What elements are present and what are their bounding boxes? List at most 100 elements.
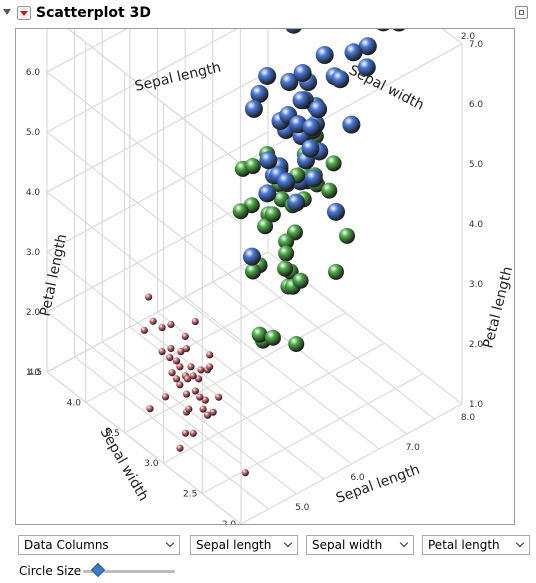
grid-line — [46, 371, 242, 524]
data-point — [158, 347, 166, 356]
panel-title: Scatterplot 3D — [36, 5, 151, 21]
data-point — [302, 118, 321, 137]
tick-label-left-z: 6.0 — [26, 68, 41, 78]
data-point — [167, 344, 175, 353]
data-point — [327, 263, 344, 280]
z-column-label: Petal length — [428, 538, 500, 552]
data-point — [292, 272, 309, 289]
y-column-label: Sepal width — [312, 538, 383, 552]
chevron-down-icon — [399, 538, 409, 548]
data-point — [166, 354, 174, 362]
data-point — [196, 393, 204, 401]
grid-line — [240, 403, 463, 524]
data-point — [206, 351, 214, 359]
plot-frame[interactable]: Sepal length Sepal width Petal length Pe… — [15, 28, 515, 525]
tick-label-right-z: 3.0 — [469, 280, 484, 290]
data-point — [191, 317, 199, 326]
data-point — [315, 46, 334, 65]
data-point — [176, 444, 184, 452]
tick-label-front-x: 5.0 — [295, 503, 310, 513]
data-point — [292, 91, 311, 110]
data-point — [277, 260, 294, 277]
grid-line — [101, 341, 297, 495]
data-point — [146, 405, 154, 413]
data-point — [339, 227, 356, 244]
data-point — [280, 72, 299, 91]
tick-label-right-z: 1.0 — [469, 400, 484, 410]
disclosure-triangle-icon[interactable] — [3, 9, 11, 15]
circle-size-slider-handle[interactable] — [90, 562, 105, 578]
data-point — [182, 390, 191, 398]
tick-label-right-z: 7.0 — [469, 40, 484, 50]
data-point — [140, 326, 148, 334]
pin-icon[interactable] — [515, 6, 528, 19]
data-point — [206, 363, 214, 371]
data-point — [244, 99, 263, 118]
box-edge — [67, 29, 242, 165]
grid-line — [46, 191, 242, 345]
data-point — [185, 405, 193, 413]
grid-line — [184, 296, 380, 450]
data-point — [358, 37, 377, 56]
data-point — [250, 84, 269, 103]
z-column-dropdown[interactable]: Petal length — [422, 535, 530, 555]
y-column-dropdown[interactable]: Sepal width — [306, 535, 414, 555]
data-point — [357, 58, 376, 77]
tick-label-back-y: 2.0 — [461, 32, 476, 42]
data-point — [285, 29, 302, 34]
data-point — [176, 363, 184, 371]
data-point — [187, 363, 195, 371]
tick-label-right-z: 5.0 — [469, 160, 484, 170]
grid-line — [46, 71, 242, 225]
data-point — [278, 233, 295, 250]
data-point — [301, 139, 320, 158]
x-column-dropdown[interactable]: Sepal length — [190, 535, 298, 555]
tick-label-front-y: 4.5 — [28, 368, 42, 378]
scatterplot-3d-canvas[interactable]: Sepal length Sepal width Petal length Pe… — [16, 29, 515, 525]
tick-label-front-y: 2.5 — [183, 490, 197, 500]
grid-line — [157, 311, 352, 465]
chevron-down-icon — [165, 538, 175, 548]
data-point — [182, 345, 191, 353]
data-point — [195, 375, 203, 383]
data-point — [191, 387, 199, 395]
grid-line — [46, 191, 269, 313]
data-point — [277, 172, 296, 191]
data-point — [331, 70, 350, 89]
red-triangle-menu-button[interactable] — [17, 6, 31, 20]
circle-size-slider-track[interactable] — [83, 570, 175, 573]
chevron-down-icon — [515, 538, 525, 548]
data-point — [189, 429, 197, 437]
data-point — [161, 393, 170, 401]
grid-line — [240, 266, 435, 420]
grid-line — [212, 281, 408, 435]
grid-line — [85, 281, 308, 403]
data-point — [325, 155, 342, 172]
tick-label-right-z: 4.0 — [469, 220, 484, 230]
data-point — [288, 336, 305, 352]
grid-line — [46, 131, 242, 285]
tick-label-right-z: 2.0 — [469, 340, 484, 350]
data-point — [244, 158, 261, 175]
data-point — [181, 429, 190, 437]
grid-line — [46, 29, 238, 133]
tick-label-left-z: 3.0 — [26, 248, 41, 258]
grid-line — [46, 71, 269, 193]
data-columns-dropdown[interactable]: Data Columns — [18, 535, 180, 555]
data-point — [392, 29, 406, 32]
data-point — [215, 393, 223, 401]
data-point — [172, 375, 181, 383]
grid-line — [74, 356, 269, 510]
data-columns-label: Data Columns — [24, 538, 109, 552]
data-point — [242, 247, 261, 266]
tick-label-front-y: 3.0 — [144, 459, 159, 469]
axis-label-back-x: Sepal length — [133, 60, 222, 95]
data-point — [293, 64, 312, 83]
data-point — [172, 357, 181, 365]
data-point — [309, 100, 328, 119]
data-point — [321, 182, 338, 199]
grid-line — [46, 29, 128, 73]
data-point — [251, 326, 268, 343]
grid-line — [46, 251, 269, 373]
grid-line — [163, 342, 385, 464]
